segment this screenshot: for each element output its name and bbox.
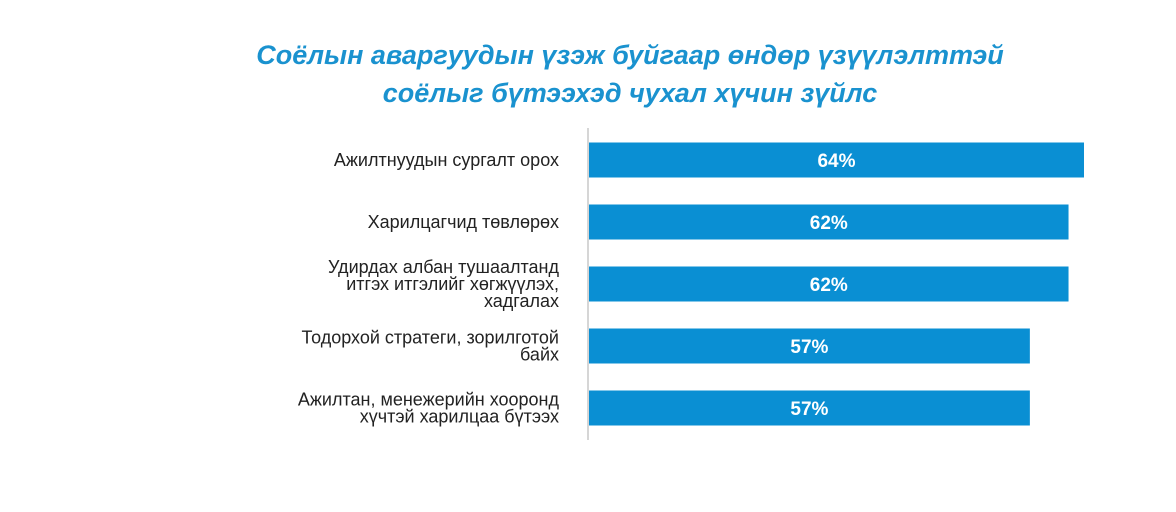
category-label: Удирдах албан тушаалтанд xyxy=(328,257,559,277)
data-label: 57% xyxy=(790,399,828,420)
category-label: Ажилтан, менежерийн хооронд xyxy=(298,390,560,410)
bar xyxy=(589,142,1084,178)
category-label: итгэх итгэлийг хөгжүүлэх, xyxy=(346,274,559,294)
data-label: 57% xyxy=(790,337,828,358)
bar xyxy=(589,328,1030,364)
category-label: байх xyxy=(520,345,559,365)
category-label: Ажилтнуудын сургалт орох xyxy=(334,150,559,170)
bar xyxy=(589,266,1069,302)
category-label: Харилцагчид төвлөрөх xyxy=(368,212,559,232)
category-label: хүчтэй харилцаа бүтээх xyxy=(360,407,559,427)
data-label: 62% xyxy=(810,275,848,296)
data-label: 64% xyxy=(817,151,855,172)
data-label: 62% xyxy=(810,213,848,234)
category-label: Тодорхой стратеги, зорилготой xyxy=(302,328,559,348)
category-label: хадгалах xyxy=(484,291,559,311)
chart-title-line-1: Соёлын аваргуудын үзэж буйгаар өндөр үзү… xyxy=(256,40,1004,70)
bar xyxy=(589,390,1030,426)
chart-title-line-2: соёлыг бүтээхэд чухал хүчин зүйлс xyxy=(382,78,878,108)
bar xyxy=(589,204,1069,240)
